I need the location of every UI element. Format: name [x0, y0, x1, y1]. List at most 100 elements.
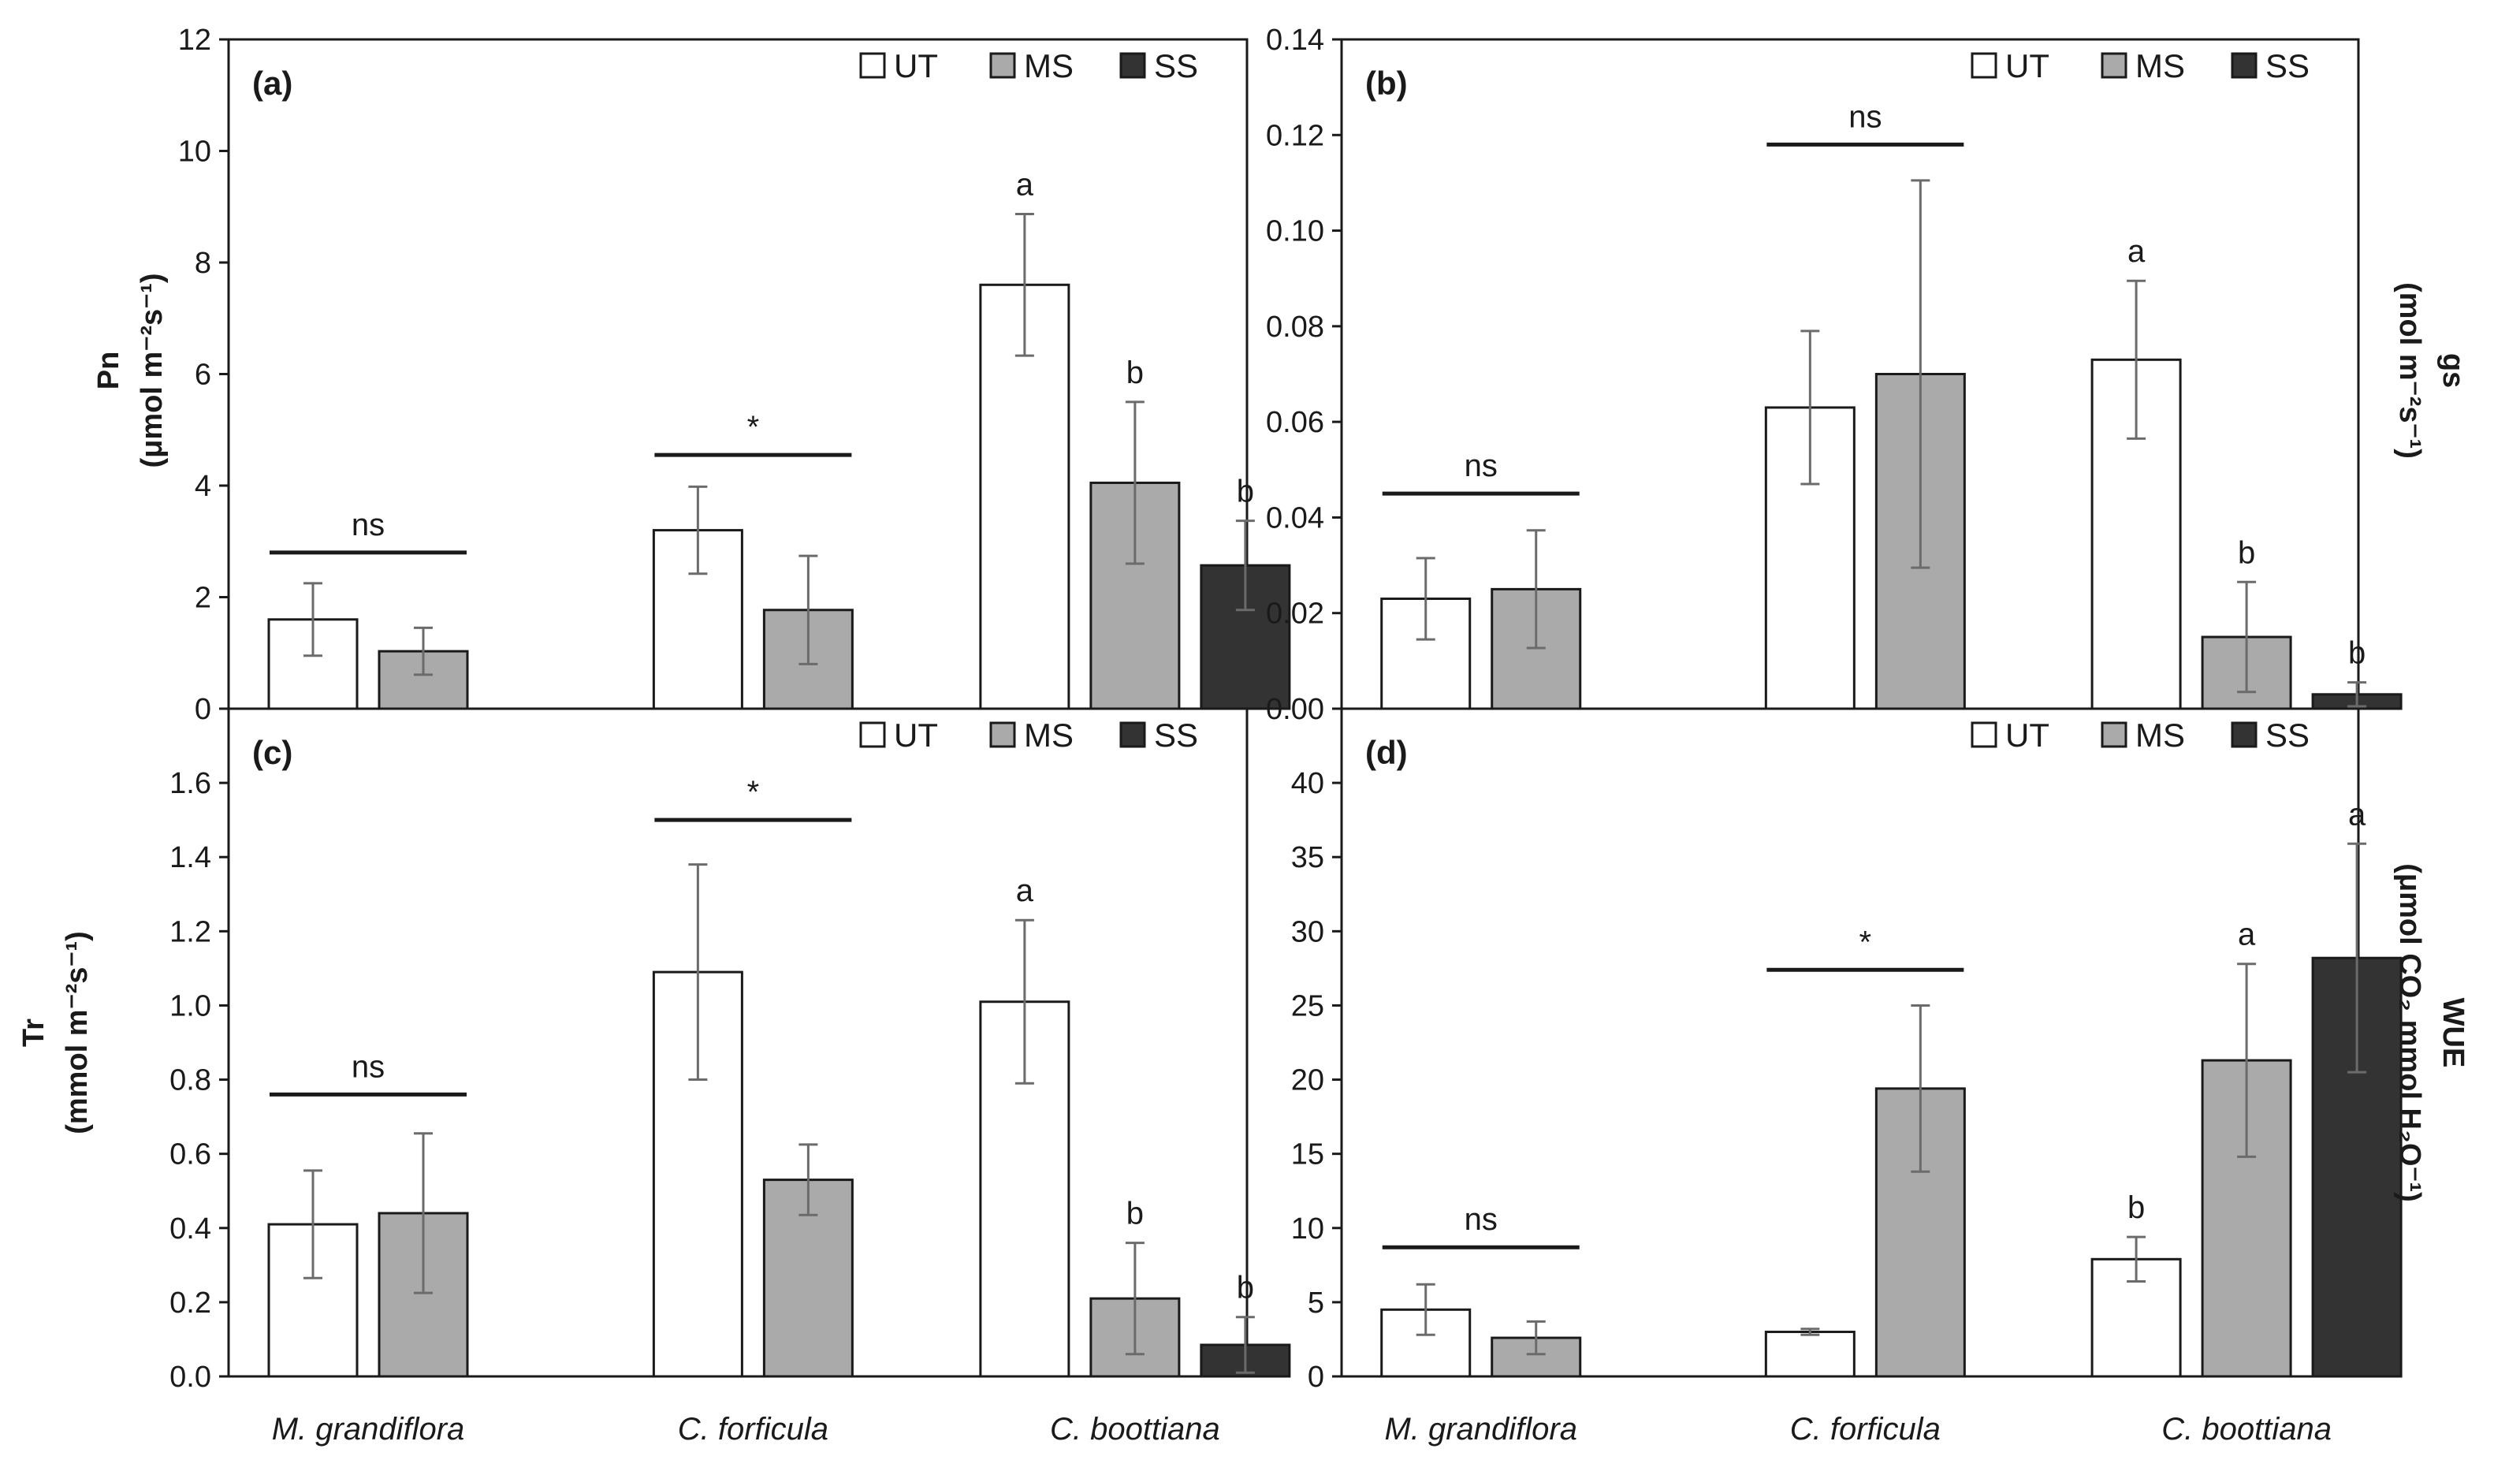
- group-annotation: *: [747, 410, 760, 445]
- legend-label: MS: [1024, 47, 1074, 84]
- panel-label: (a): [252, 65, 292, 102]
- y-tick-label: 40: [1291, 767, 1324, 800]
- legend-label: SS: [1154, 717, 1198, 754]
- significance-letter: b: [1126, 1197, 1144, 1231]
- legend-swatch-ms: [2101, 52, 2127, 79]
- group-annotation: ns: [1465, 449, 1498, 483]
- y-tick-label: 0.10: [1266, 215, 1324, 248]
- significance-letter: a: [2127, 234, 2146, 269]
- x-category-label: M. grandiflora: [1384, 1412, 1577, 1447]
- legend-label: UT: [894, 717, 938, 754]
- legend-label: UT: [894, 47, 938, 84]
- legend-label: UT: [2005, 717, 2049, 754]
- y-axis-label: (mol m⁻²s⁻¹): [2393, 282, 2426, 459]
- panel-label: (c): [252, 734, 292, 771]
- y-tick-label: 35: [1291, 841, 1324, 874]
- x-category-label: C. boottiana: [2161, 1412, 2332, 1447]
- legend-swatch-ss: [2231, 52, 2258, 79]
- significance-letter: a: [2348, 797, 2366, 832]
- y-tick-label: 0.8: [169, 1064, 211, 1097]
- y-tick-label: 4: [195, 470, 211, 503]
- y-tick-label: 30: [1291, 915, 1324, 948]
- y-tick-label: 1.2: [169, 915, 211, 948]
- x-category-label: C. boottiana: [1050, 1412, 1220, 1447]
- y-tick-label: 0.14: [1266, 24, 1324, 57]
- significance-letter: a: [1016, 167, 1034, 202]
- significance-letter: b: [1126, 356, 1144, 390]
- panel-b: 0.00 0.02 0.04 0.06 0.08 0.10 0.12 0.14 a b b ns ns (…: [1266, 24, 2470, 726]
- legend-label: MS: [2135, 717, 2185, 754]
- y-tick-label: 0: [195, 693, 211, 726]
- legend-label: UT: [2005, 47, 2049, 84]
- group-annotation: ns: [1848, 99, 1882, 134]
- y-axis-label: gs: [2436, 353, 2470, 388]
- significance-letter: b: [2348, 636, 2366, 671]
- y-tick-label: 0.02: [1266, 598, 1324, 631]
- y-tick-label: 20: [1291, 1064, 1324, 1097]
- y-axis-label: (mmol m⁻²s⁻¹): [61, 931, 94, 1134]
- y-axis-label: (μmol CO₂ mmol H₂O⁻¹): [2393, 863, 2426, 1202]
- group-annotation: ns: [1465, 1202, 1498, 1237]
- y-tick-label: 0.2: [169, 1287, 211, 1320]
- significance-letter: b: [1237, 475, 1254, 509]
- panel-label: (d): [1365, 734, 1408, 771]
- panel-c: 0.0 0.2 0.4 0.6 0.8 1.0 1.2 1.4 1.6 a b b ns * (c) UT MS…: [17, 707, 1291, 1447]
- y-tick-label: 0.08: [1266, 311, 1324, 344]
- y-axis-label: Tr: [17, 1019, 50, 1047]
- y-tick-label: 1.0: [169, 989, 211, 1022]
- y-tick-label: 10: [178, 136, 211, 169]
- legend-swatch-ut: [1971, 721, 1997, 748]
- y-tick-label: 0: [1308, 1361, 1324, 1394]
- y-tick-label: 12: [178, 24, 211, 57]
- group-annotation: *: [747, 775, 760, 810]
- legend-swatch-ms: [989, 721, 1016, 748]
- y-tick-label: 0.04: [1266, 501, 1324, 534]
- y-tick-label: 5: [1308, 1287, 1324, 1320]
- significance-letter: b: [2127, 1190, 2145, 1225]
- y-tick-label: 1.6: [169, 767, 211, 800]
- panel-a: 0 2 4 6 8 10 12 a b b ns * (a) UT MS SS Pn (μmol m⁻²s⁻¹): [92, 24, 1291, 726]
- legend-swatch-ut: [859, 721, 886, 748]
- legend-swatch-ut: [859, 52, 886, 79]
- legend-label: MS: [1024, 717, 1074, 754]
- legend-swatch-ss: [1119, 721, 1146, 748]
- y-tick-label: 0.6: [169, 1138, 211, 1171]
- legend-swatch-ms: [2101, 721, 2127, 748]
- y-axis-label: Pn: [92, 352, 125, 390]
- panel-d: 0 5 10 15 20 25 30 35 40 b a a ns * (d) UT MS SS M. grandi…: [1291, 707, 2470, 1447]
- y-tick-label: 0.0: [169, 1361, 211, 1394]
- y-tick-label: 8: [195, 247, 211, 280]
- significance-letter: b: [1237, 1271, 1254, 1305]
- significance-letter: b: [2238, 535, 2255, 570]
- y-axis-label: WUE: [2436, 998, 2470, 1068]
- bar-ut: [1764, 1331, 1856, 1378]
- legend-swatch-ut: [1971, 52, 1997, 79]
- significance-letter: a: [1016, 873, 1034, 908]
- legend-label: SS: [1154, 47, 1198, 84]
- legend-label: SS: [2265, 47, 2310, 84]
- legend-label: SS: [2265, 717, 2310, 754]
- y-tick-label: 6: [195, 359, 211, 392]
- y-axis-label: (μmol m⁻²s⁻¹): [136, 273, 169, 467]
- x-category-label: C. forficula: [678, 1412, 828, 1447]
- y-tick-label: 2: [195, 582, 211, 615]
- y-tick-label: 10: [1291, 1212, 1324, 1246]
- legend-swatch-ms: [989, 52, 1016, 79]
- group-annotation: *: [1859, 925, 1872, 959]
- y-tick-label: 0.4: [169, 1212, 211, 1246]
- y-tick-label: 15: [1291, 1138, 1324, 1171]
- y-tick-label: 0.00: [1266, 693, 1324, 726]
- y-tick-label: 0.12: [1266, 119, 1324, 152]
- y-tick-label: 0.06: [1266, 406, 1324, 439]
- significance-letter: a: [2238, 918, 2256, 952]
- x-category-label: M. grandiflora: [272, 1412, 465, 1447]
- legend-label: MS: [2135, 47, 2185, 84]
- group-annotation: ns: [352, 508, 385, 542]
- legend-swatch-ss: [1119, 52, 1146, 79]
- y-tick-label: 25: [1291, 989, 1324, 1022]
- y-tick-label: 1.4: [169, 841, 211, 874]
- panel-label: (b): [1365, 65, 1408, 102]
- x-category-label: C. forficula: [1790, 1412, 1941, 1447]
- group-annotation: ns: [352, 1049, 385, 1084]
